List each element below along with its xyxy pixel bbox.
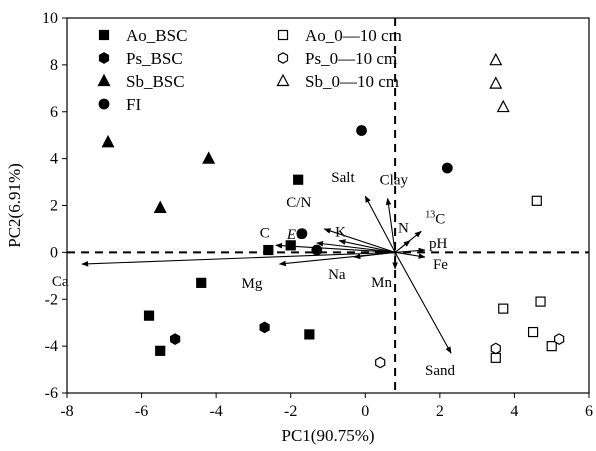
loading-label: C/N [286,195,311,211]
x-tick-label: 2 [436,403,444,420]
data-point [498,303,509,314]
data-point [153,200,167,213]
loading-arrow [395,251,426,259]
x-tick-label: -8 [60,403,73,420]
data-point [546,341,557,352]
y-tick-label: -4 [45,338,58,355]
y-axis-title: PC2(6.91%) [5,163,24,248]
loading-label: K [335,225,346,241]
legend-marker [97,73,111,87]
loading-label: Ca [52,274,69,290]
data-point [293,174,304,185]
y-tick-label: 4 [50,151,58,168]
loading-arrow [338,239,396,253]
loading-arrow [81,251,396,267]
data-point [196,277,207,288]
x-tick-label: -6 [135,403,148,420]
legend-label: Sb_BSC [126,72,185,91]
data-point [527,326,539,338]
loading-arrow [394,252,452,354]
x-axis-title: PC1(90.75%) [281,426,374,445]
data-point [535,296,546,307]
legend-marker [98,98,110,110]
legend-label: Ao_0—10 cm [305,26,402,45]
data-point [202,151,216,164]
loading-label: pH [429,236,448,252]
legend-label: Ps_BSC [126,49,183,68]
y-tick-label: -2 [45,291,58,308]
y-tick-label: -6 [45,385,58,402]
x-tick-label: -2 [284,403,297,420]
data-point [490,342,501,355]
legend-label: FI [126,95,141,114]
loading-arrow [385,197,396,253]
loading-label: Mn [371,275,392,291]
data-point [375,356,386,369]
y-tick-label: 8 [50,57,58,74]
reference-lines [67,18,589,393]
y-tick-label: 6 [50,104,58,121]
loading-label: Mg [242,276,263,292]
y-tick-label: 0 [50,244,58,261]
data-point [296,228,308,240]
data-point [259,321,270,334]
data-point [554,333,565,345]
data-point [490,352,501,363]
loading-label: Fe [433,257,448,273]
data-points [101,52,565,369]
data-point [441,162,453,174]
loading-arrow [364,195,396,253]
data-point [155,345,166,356]
legend: Ao_BSC Ps_BSC Sb_BSC FI Ao_0—10 cm Ps_0—10 cm… [97,26,402,114]
loading-arrow [395,247,426,254]
legend-marker [277,52,289,64]
x-tick-label: 6 [585,403,593,420]
data-point [170,333,181,345]
legend-marker [277,29,289,41]
legend-marker [98,29,110,41]
legend-marker [276,73,290,87]
y-tick-label: 10 [42,10,58,27]
loading-label: N [398,221,409,237]
legend-label: Sb_0—10 cm [305,72,399,91]
y-axis: -6 -4 -2 0 2 4 6 8 10 [42,10,67,402]
legend-label: Ao_BSC [126,26,187,45]
loading-arrow [323,228,396,253]
data-point [143,310,155,321]
data-point [496,99,510,113]
data-point [489,76,503,89]
data-point [101,134,115,148]
loading-label: Salt [331,170,355,186]
loading-label: 13C [425,209,445,227]
legend-marker [98,52,110,64]
loading-label: C [260,225,270,241]
x-axis: -8 -6 -4 -2 0 2 4 6 [60,393,593,420]
data-point [285,240,296,251]
x-tick-label: 0 [361,403,369,420]
loading-arrow [316,240,396,253]
data-point [304,329,315,340]
legend-label: Ps_0—10 cm [305,49,397,68]
loading-label: Na [328,267,346,283]
data-point [531,195,542,206]
x-tick-label: -4 [209,403,222,420]
y-tick-label: 2 [50,198,58,215]
data-point [356,125,367,136]
loading-label: Sand [425,363,456,379]
loading-arrow [394,230,422,253]
data-point [311,244,323,256]
loading-label: Clay [380,172,409,188]
loading-arrow [353,251,396,260]
data-point [263,244,274,256]
data-point [489,52,503,66]
x-tick-label: 4 [510,403,518,420]
